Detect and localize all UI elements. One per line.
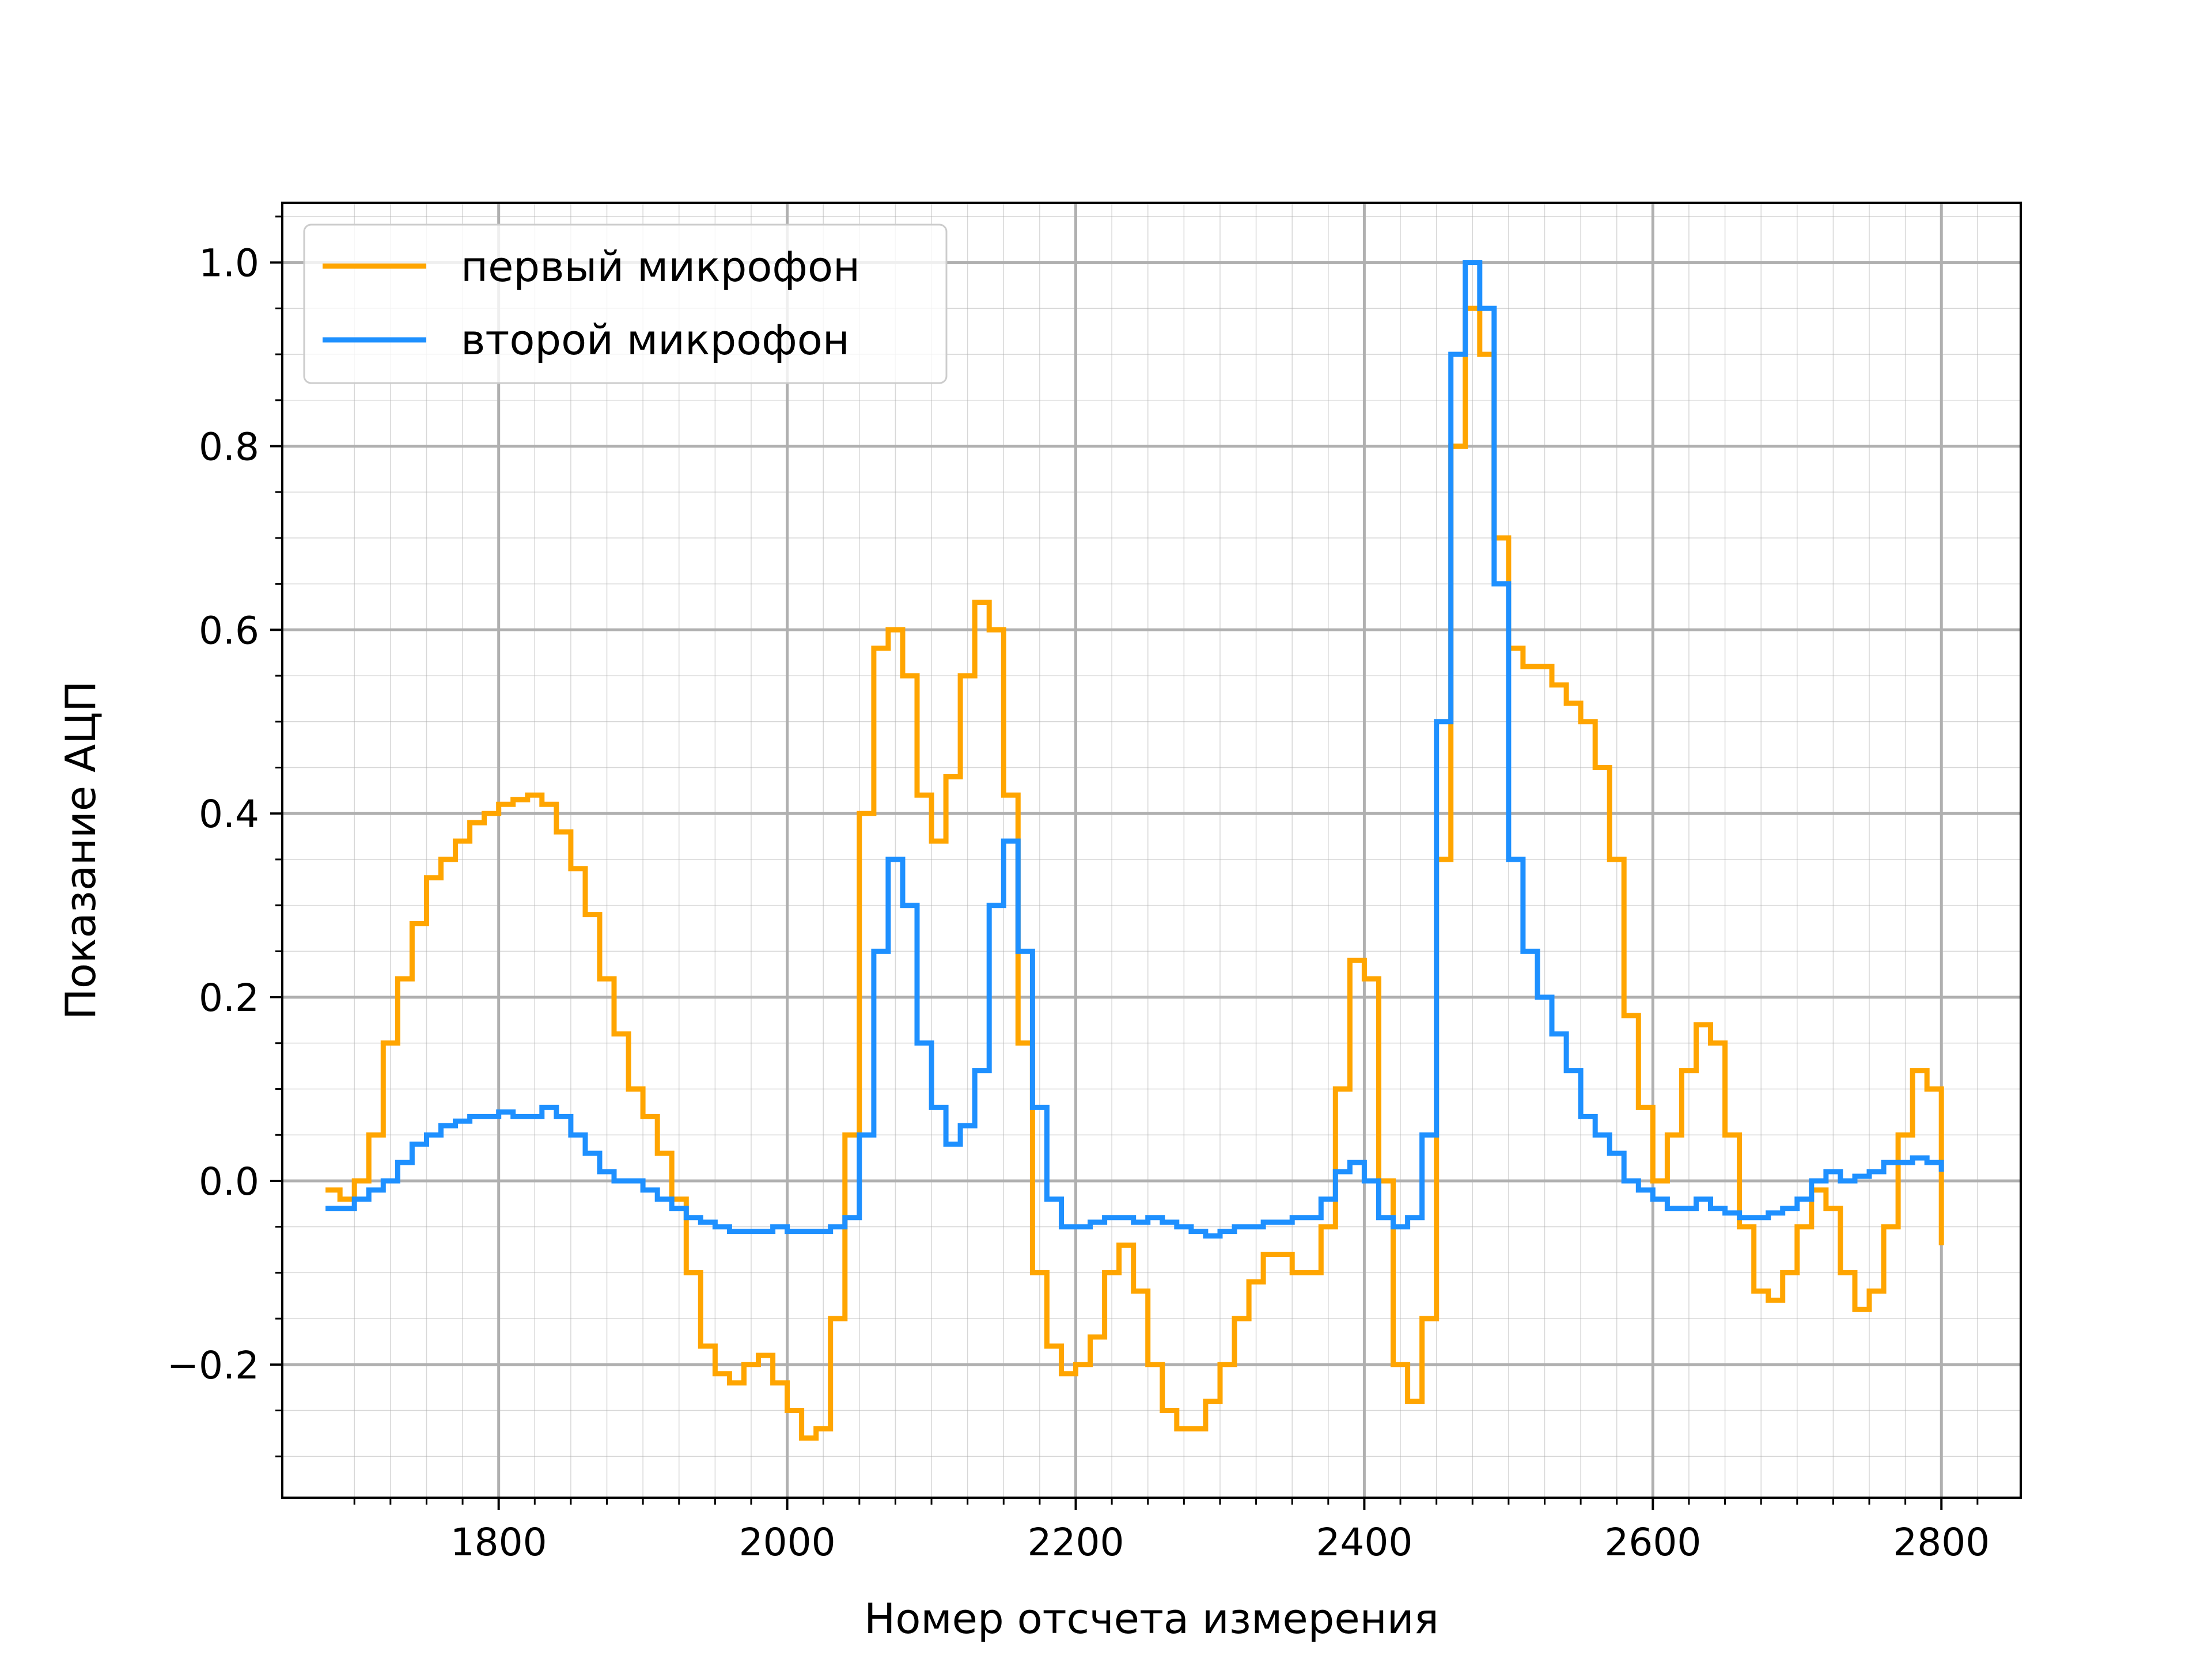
y-tick-label: 0.6 [199, 608, 259, 653]
series-layer [325, 260, 1944, 1441]
y-tick-label: 0.0 [199, 1160, 259, 1204]
y-tick-label: 0.2 [199, 976, 259, 1020]
legend-label-first-mic: первый микрофон [461, 243, 860, 291]
x-tick-label: 2200 [1028, 1520, 1124, 1565]
y-tick-label: 1.0 [199, 241, 259, 286]
minor-grid [282, 203, 2021, 1498]
x-axis-ticks: 1800 2000 2200 2400 2600 2800 [353, 1498, 1990, 1565]
y-tick-label: −0.2 [167, 1343, 259, 1388]
x-axis-label: Номер отсчета измерения [864, 1594, 1439, 1643]
legend: первый микрофон второй микрофон [303, 224, 948, 384]
legend-label-second-mic: второй микрофон [461, 316, 850, 364]
x-tick-label: 1800 [450, 1520, 547, 1565]
y-axis-label: Показание АЦП [56, 681, 105, 1020]
y-tick-label: 0.4 [199, 792, 259, 836]
x-tick-label: 2000 [739, 1520, 836, 1565]
y-tick-label: 0.8 [199, 425, 259, 469]
legend-box [303, 224, 948, 384]
x-tick-label: 2600 [1604, 1520, 1701, 1565]
series-line-first-mic [325, 305, 1944, 1441]
x-tick-label: 2800 [1893, 1520, 1990, 1565]
major-grid [282, 203, 2021, 1498]
x-tick-label: 2400 [1316, 1520, 1412, 1565]
series-line-second-mic [325, 260, 1944, 1239]
plot-frame [281, 202, 2022, 1499]
y-axis-ticks: −0.2 0.0 0.2 0.4 0.6 0.8 1.0 [167, 215, 282, 1457]
